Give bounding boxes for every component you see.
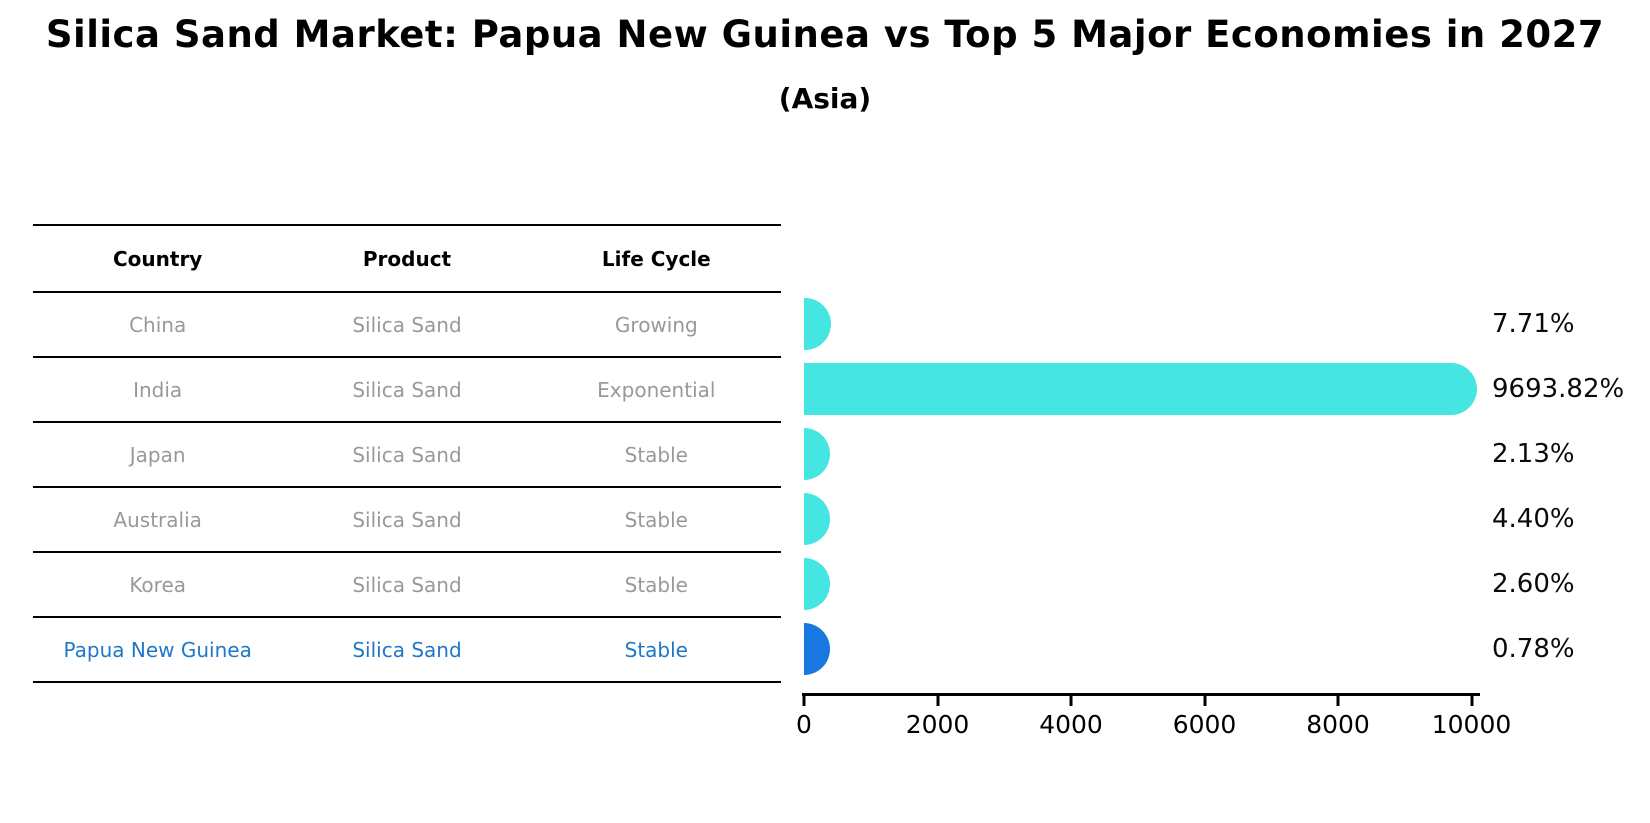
bar-value-label: 9693.82% <box>1492 373 1625 404</box>
table-cell-country: India <box>133 377 183 402</box>
axis-tick-label: 6000 <box>1172 710 1237 739</box>
axis-tick-label: 10000 <box>1431 710 1512 739</box>
table-row-australia: Australia Silica Sand Stable <box>33 488 781 553</box>
table-row-papua-new-guinea: Papua New Guinea Silica Sand Stable <box>33 618 781 683</box>
chart-title: Silica Sand Market: Papua New Guinea vs … <box>45 13 1605 56</box>
axis-tick-label: 2000 <box>905 710 970 739</box>
table-cell-country: Japan <box>129 442 186 467</box>
table-cell-lifecycle: Stable <box>624 507 688 532</box>
x-axis-line <box>802 693 1480 696</box>
bar-papua-new-guinea <box>804 622 831 675</box>
bar-value-label: 4.40% <box>1492 503 1575 534</box>
table-row-india: India Silica Sand Exponential <box>33 358 781 423</box>
table-cell-lifecycle: Exponential <box>597 377 716 402</box>
table-cell-product: Silica Sand <box>352 572 462 597</box>
table-cell-product: Silica Sand <box>352 312 462 337</box>
table-header-product: Product <box>362 246 452 271</box>
table-row-japan: Japan Silica Sand Stable <box>33 423 781 488</box>
table-cell-lifecycle: Stable <box>624 442 688 467</box>
axis-tick-label: 0 <box>796 710 812 739</box>
table-header-country: Country <box>112 246 203 271</box>
table-cell-product: Silica Sand <box>352 637 462 662</box>
axis-tick-label: 4000 <box>1039 710 1103 739</box>
bar-value-label: 0.78% <box>1492 633 1575 664</box>
table-row-korea: Korea Silica Sand Stable <box>33 553 781 618</box>
axis-tick <box>802 696 806 706</box>
bar-korea <box>804 557 831 610</box>
table-cell-country: Korea <box>129 572 187 597</box>
axis-tick <box>1203 696 1206 706</box>
bar-value-label: 2.60% <box>1492 568 1575 599</box>
table-cell-product: Silica Sand <box>352 507 462 532</box>
summary-table: Country Product Life Cycle China Silica … <box>33 224 781 683</box>
bar-china <box>804 297 831 350</box>
axis-tick <box>936 696 939 706</box>
axis-tick <box>1336 696 1340 706</box>
bar-japan <box>804 427 831 480</box>
table-cell-lifecycle: Stable <box>624 637 688 662</box>
bar-value-label: 7.71% <box>1492 308 1575 339</box>
table-header-row: Country Product Life Cycle <box>33 224 781 293</box>
table-cell-country: Australia <box>113 507 202 532</box>
table-cell-lifecycle: Growing <box>614 312 698 337</box>
table-header-lifecycle: Life Cycle <box>601 246 711 271</box>
table-cell-product: Silica Sand <box>352 377 462 402</box>
axis-tick-label: 8000 <box>1306 710 1370 739</box>
table-cell-country: China <box>129 312 187 337</box>
table-cell-country: Papua New Guinea <box>63 637 252 662</box>
axis-tick <box>1069 696 1073 706</box>
bar-value-label: 2.13% <box>1492 438 1575 469</box>
axis-tick <box>1470 696 1473 706</box>
bar-india <box>804 362 1478 415</box>
table-row-china: China Silica Sand Growing <box>33 293 781 358</box>
bar-australia <box>804 492 831 545</box>
table-cell-lifecycle: Stable <box>624 572 688 597</box>
table-cell-product: Silica Sand <box>352 442 462 467</box>
chart-subtitle: (Asia) <box>778 82 872 115</box>
